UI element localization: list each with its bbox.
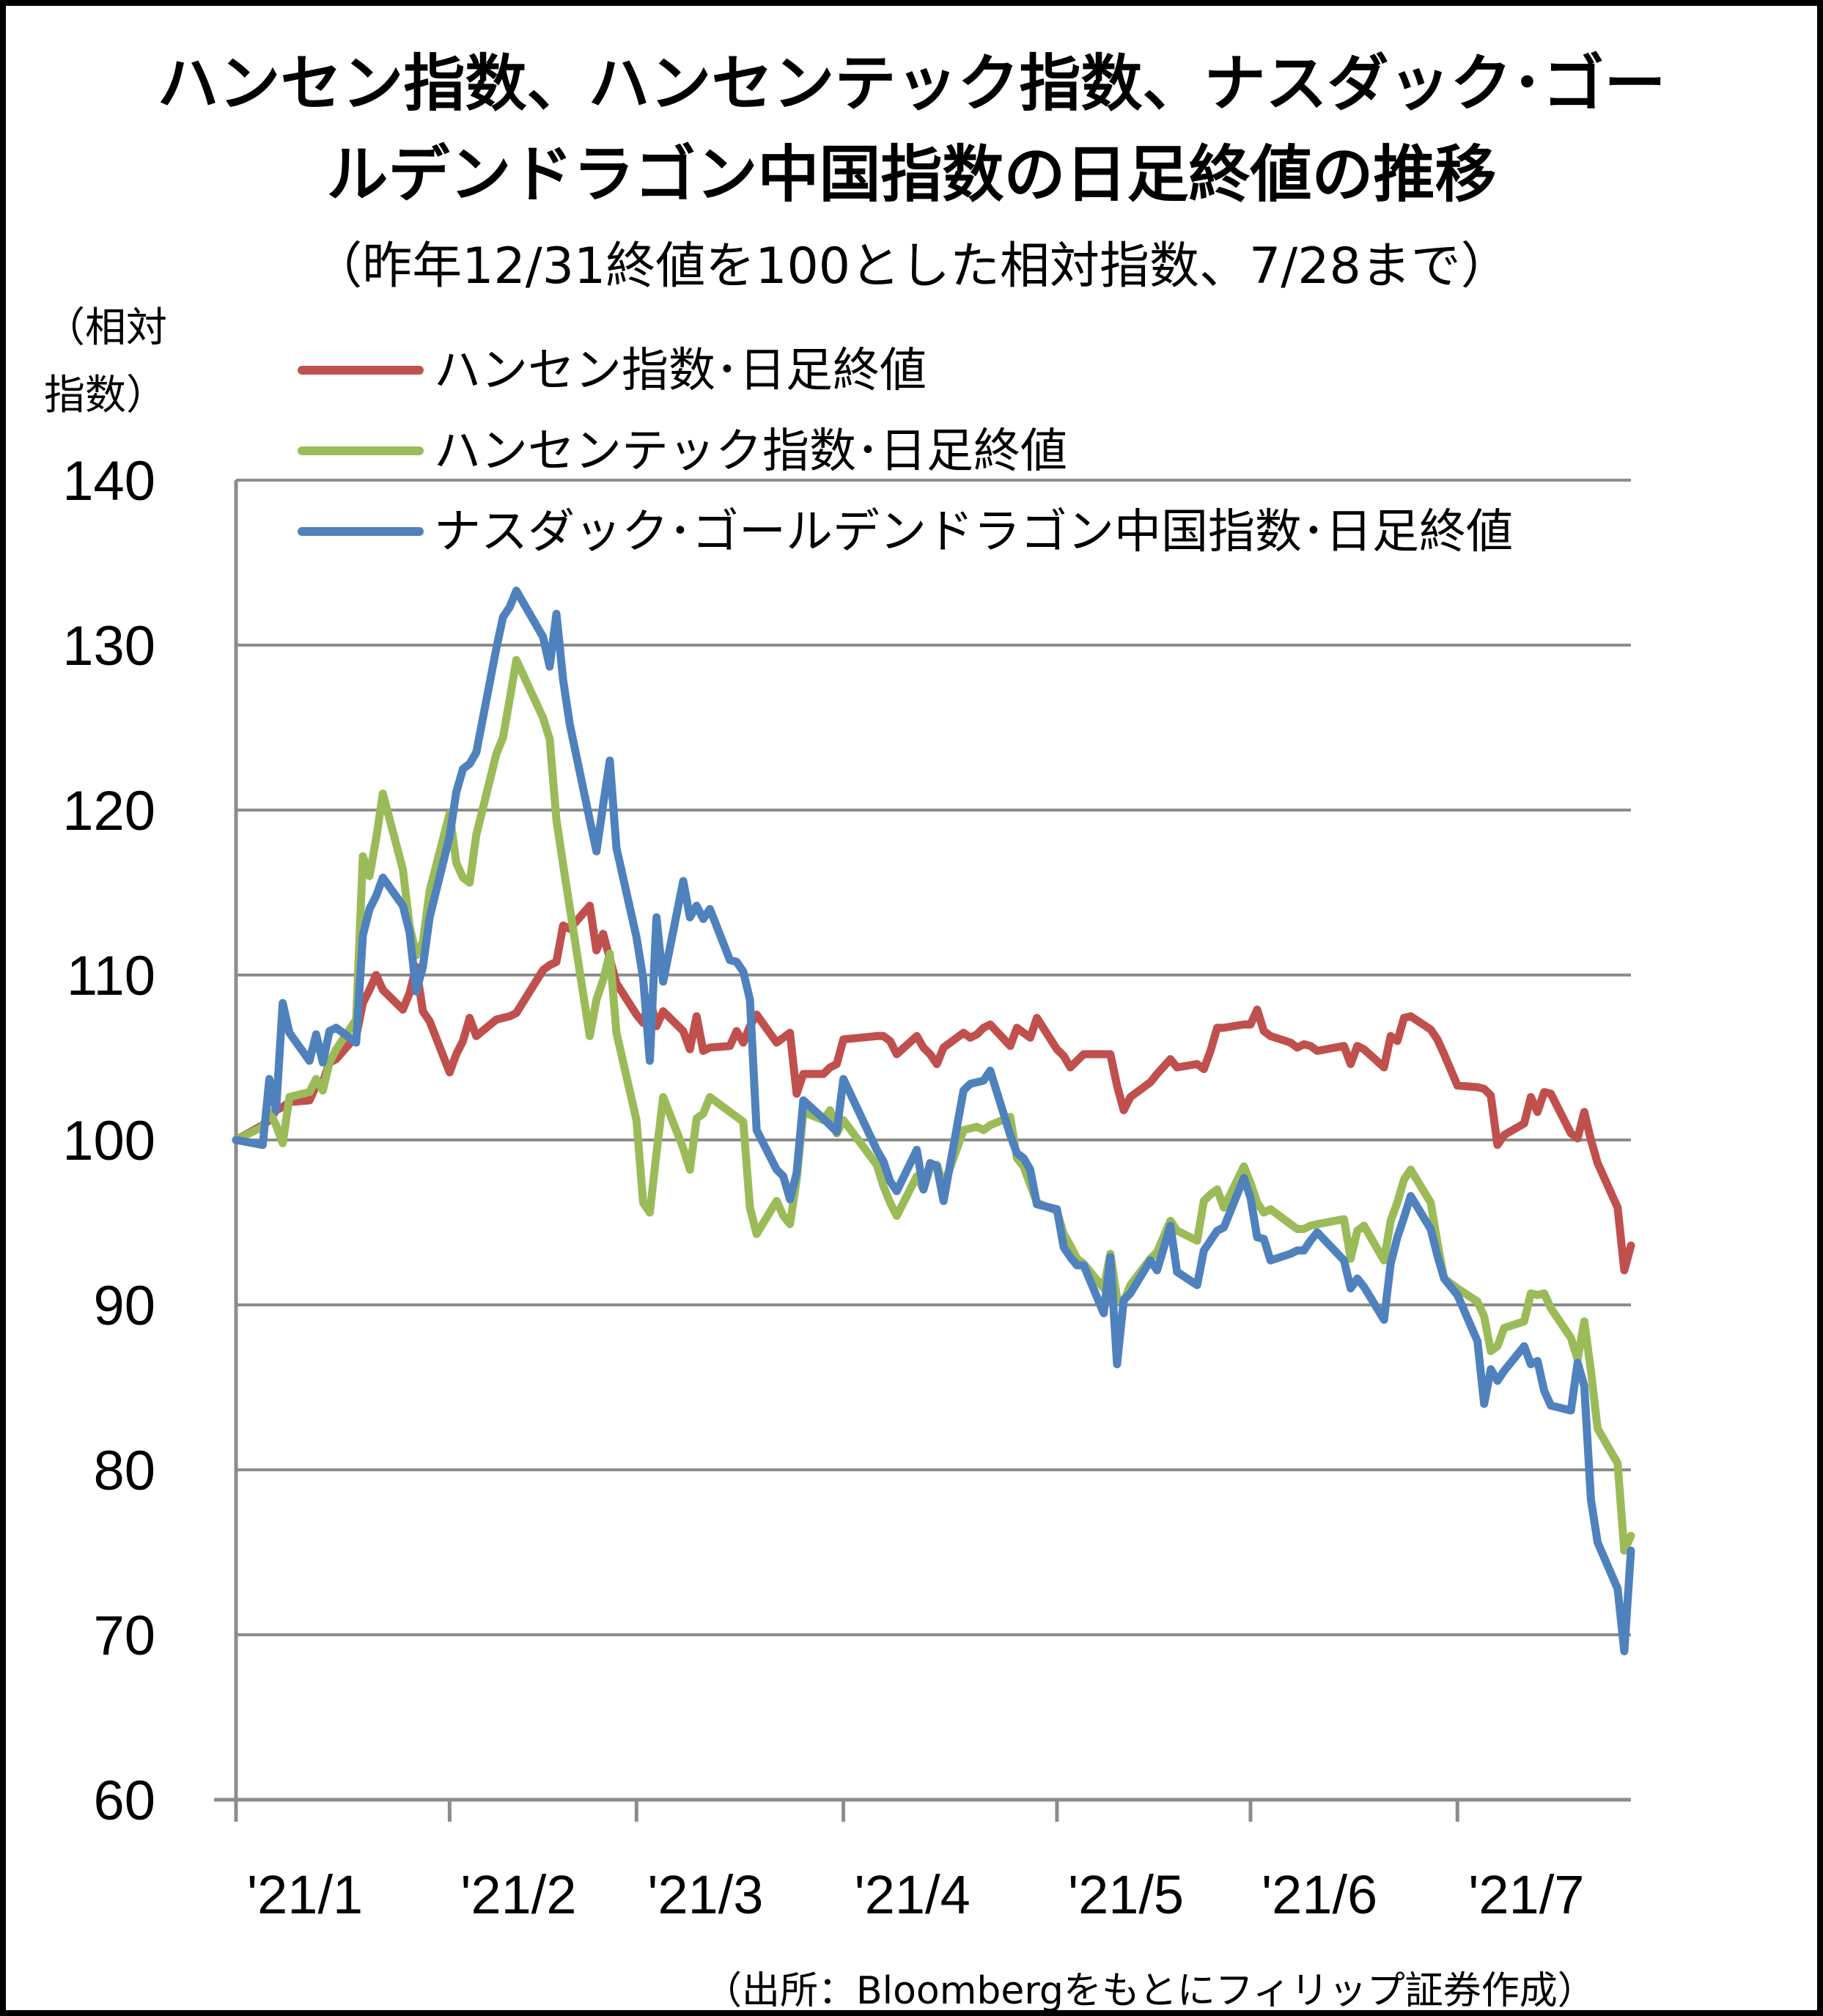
chart-title-line-1: ハンセン指数、ハンセンテック指数、ナスダック･ゴー bbox=[157, 48, 1666, 119]
y-tick-label: 90 bbox=[93, 1275, 155, 1337]
y-tick-label: 140 bbox=[62, 450, 155, 512]
y-tick-label: 130 bbox=[62, 615, 155, 677]
series-line-1 bbox=[232, 902, 1635, 1275]
series-line-3 bbox=[232, 586, 1635, 1655]
x-tick-label: '21/3 bbox=[647, 1864, 763, 1925]
legend-label-3: ナスダック･ゴールデンドラゴン中国指数･日足終値 bbox=[434, 505, 1513, 559]
chart-subtitle: （昨年12/31終値を100とした相対指数、7/28まで） bbox=[312, 238, 1511, 295]
y-axis-label-line-1: （相対 bbox=[44, 304, 167, 352]
x-tick-label: '21/5 bbox=[1068, 1864, 1184, 1925]
series-line-2 bbox=[232, 655, 1635, 1555]
x-tick-label: '21/2 bbox=[460, 1864, 576, 1925]
source-note: （出所：Bloombergをもとにフィリップ証券作成） bbox=[704, 1969, 1596, 2013]
chart-title-line-2: ルデンドラゴン中国指数の日足終値の推移 bbox=[326, 139, 1497, 210]
y-tick-label: 100 bbox=[62, 1110, 155, 1172]
legend-label-2: ハンセンテック指数･日足終値 bbox=[434, 424, 1067, 479]
x-tick-label: '21/7 bbox=[1468, 1864, 1584, 1925]
x-tick-label: '21/6 bbox=[1262, 1864, 1377, 1925]
y-tick-label: 70 bbox=[93, 1605, 155, 1667]
y-tick-label: 120 bbox=[62, 780, 155, 842]
x-tick-label: '21/4 bbox=[855, 1864, 971, 1925]
y-tick-label: 60 bbox=[93, 1770, 155, 1832]
x-tick-label: '21/1 bbox=[247, 1864, 363, 1925]
legend-label-1: ハンセン指数･日足終値 bbox=[434, 344, 927, 398]
y-tick-label: 80 bbox=[93, 1440, 155, 1502]
y-tick-label: 110 bbox=[67, 945, 155, 1007]
y-axis-label-line-2: 指数） bbox=[44, 372, 167, 419]
